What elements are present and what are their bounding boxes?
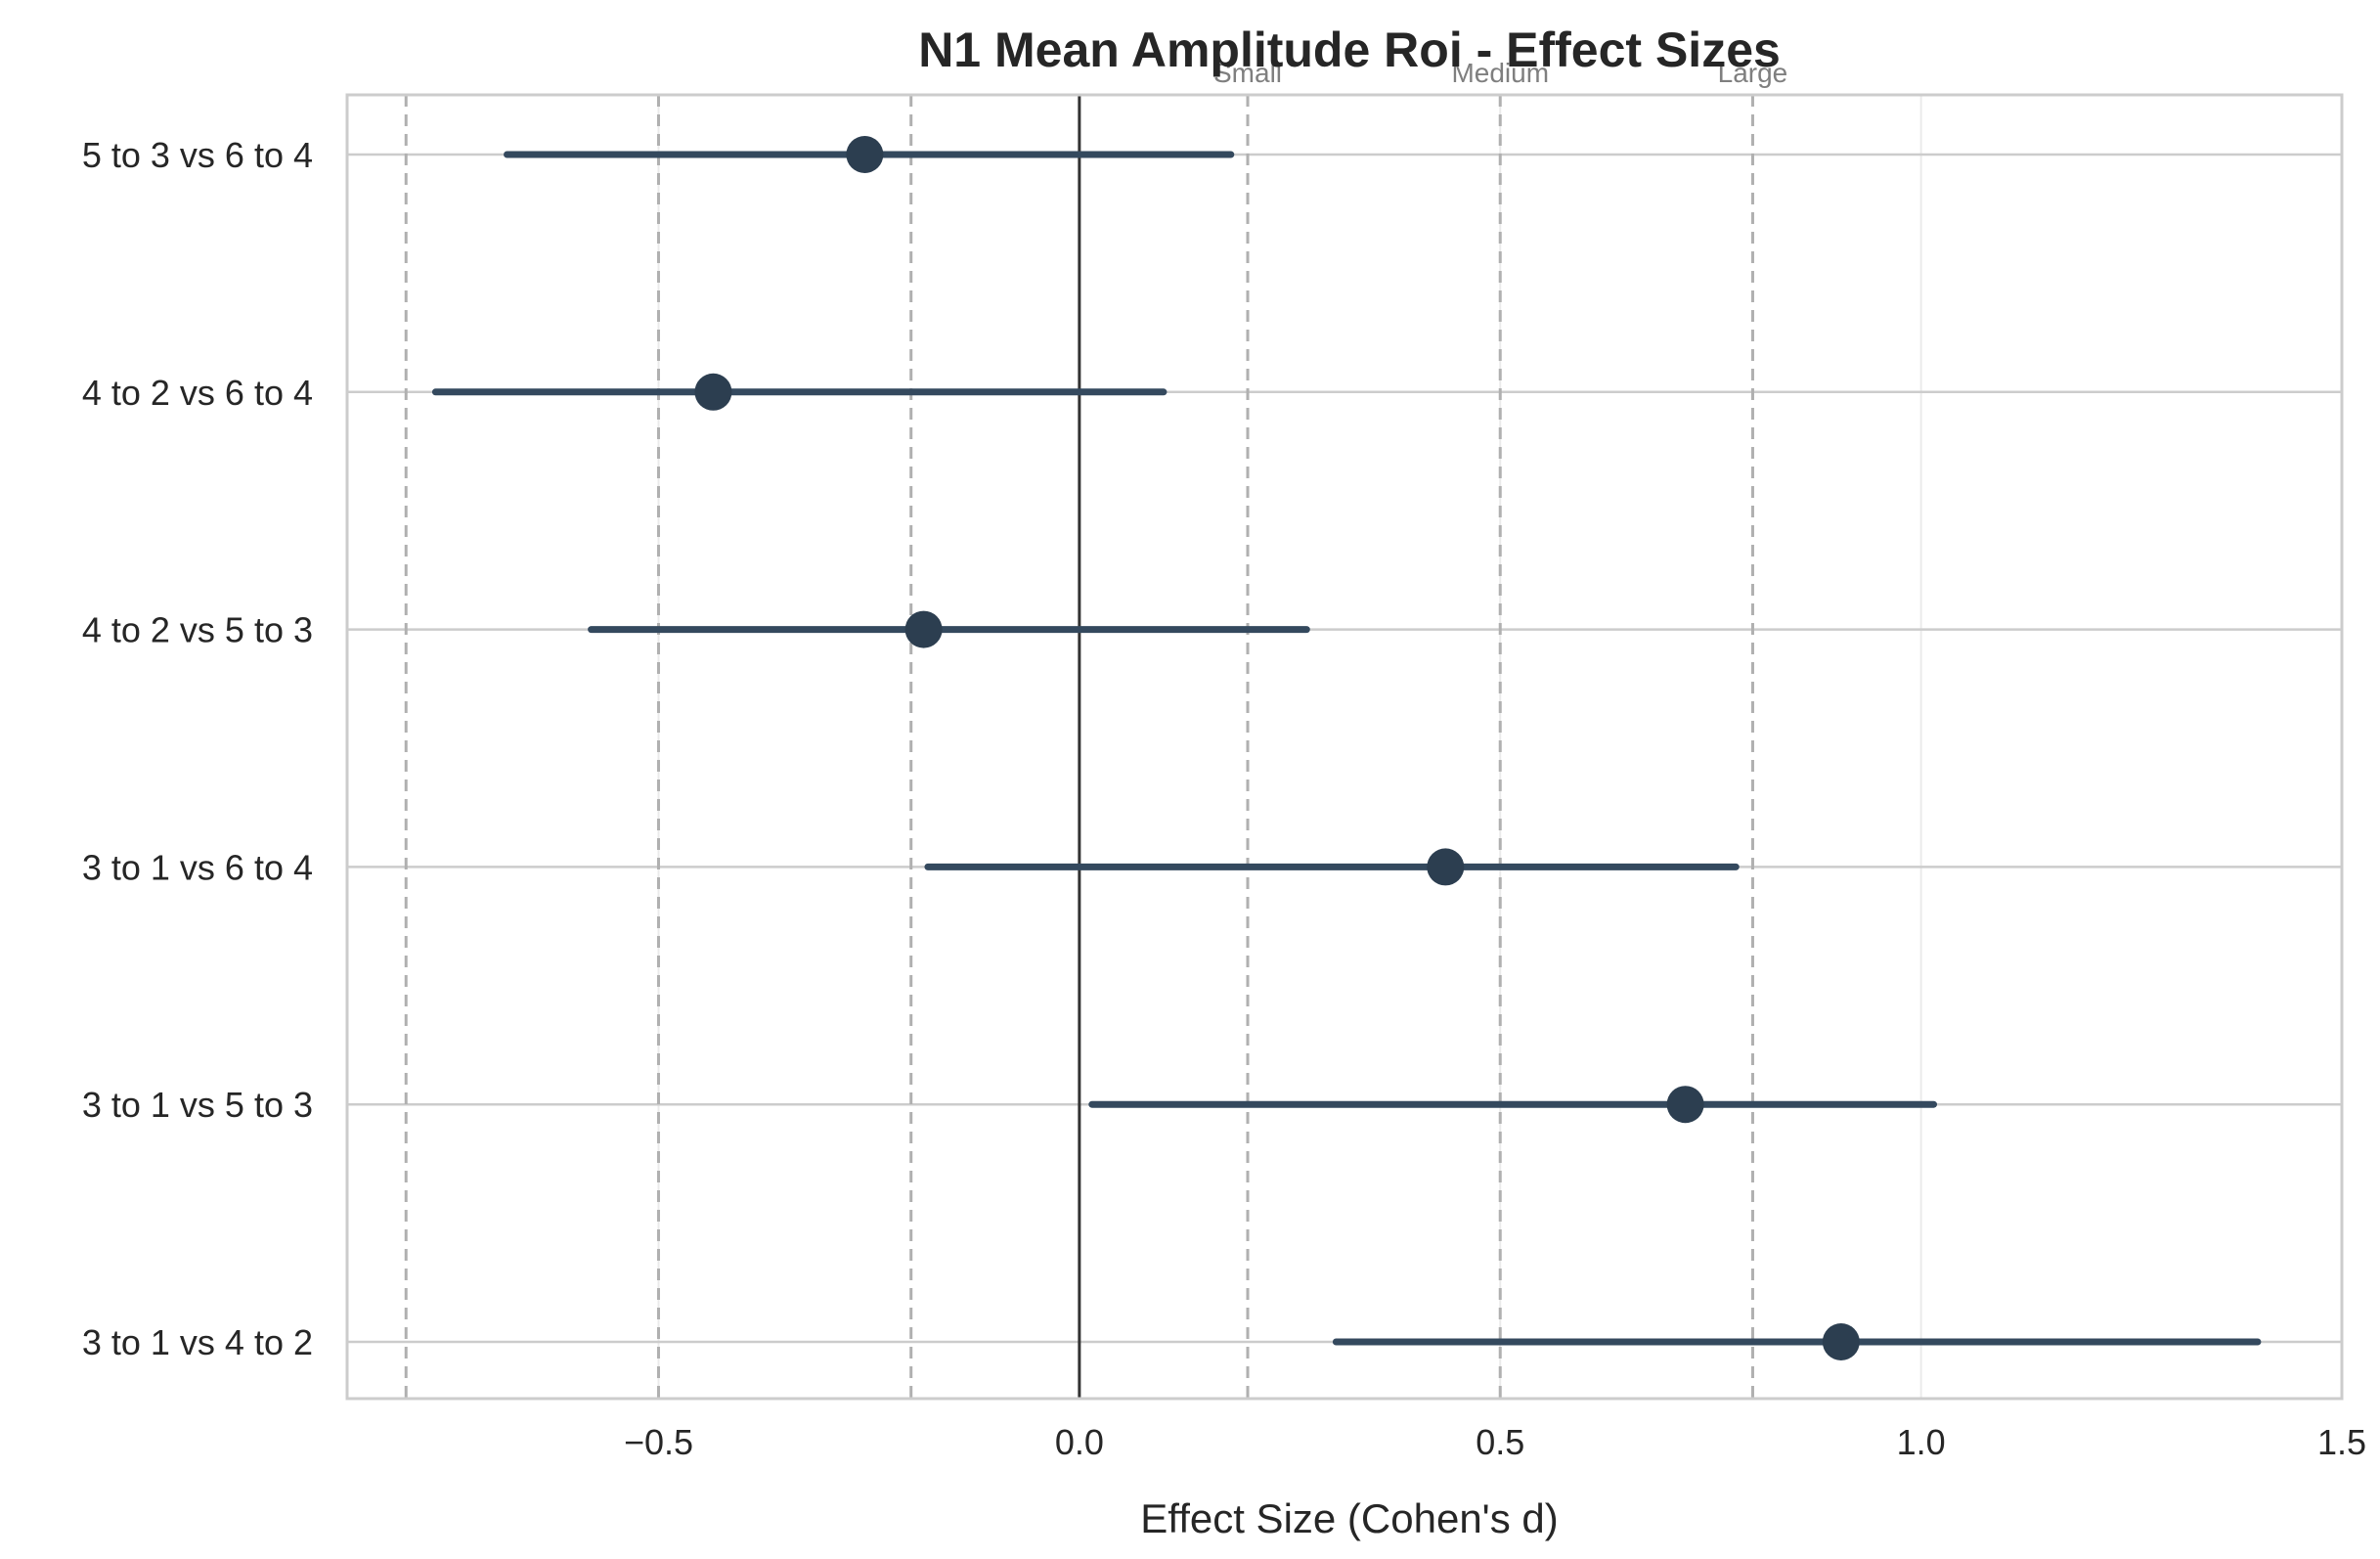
y-tick-label: 4 to 2 vs 5 to 3 (82, 610, 313, 650)
x-tick-label: 1.0 (1897, 1422, 1946, 1462)
effect-point (904, 610, 943, 648)
reference-lines (404, 95, 1754, 1399)
reference-label-large: Large (1718, 58, 1788, 88)
reference-labels: Small Medium Large (1213, 58, 1787, 88)
y-tick-labels: 5 to 3 vs 6 to 4 4 to 2 vs 6 to 4 4 to 2 v… (82, 135, 313, 1362)
y-tick-label: 4 to 2 vs 6 to 4 (82, 373, 313, 413)
y-tick-label: 5 to 3 vs 6 to 4 (82, 135, 313, 175)
confidence-intervals (431, 151, 2262, 1346)
x-tick-label: 1.5 (2317, 1422, 2366, 1462)
x-tick-label: −0.5 (624, 1422, 693, 1462)
y-tick-label: 3 to 1 vs 4 to 2 (82, 1322, 313, 1362)
reference-label-medium: Medium (1451, 58, 1549, 88)
plot-frame (345, 93, 2344, 1401)
effect-point (1822, 1323, 1860, 1360)
reference-label-small: Small (1213, 58, 1282, 88)
effect-point (694, 373, 732, 411)
effect-point (1666, 1086, 1704, 1124)
x-tick-label: 0.5 (1476, 1422, 1524, 1462)
effect-points (694, 136, 1860, 1360)
x-tick-labels: −0.5 0.0 0.5 1.0 1.5 (624, 1422, 2366, 1462)
effect-point (1427, 848, 1465, 886)
x-axis-label: Effect Size (Cohen's d) (1140, 1495, 1558, 1541)
x-tick-label: 0.0 (1055, 1422, 1104, 1462)
chart-title: N1 Mean Amplitude Roi - Effect Sizes (918, 22, 1781, 77)
plot-background (347, 95, 2342, 1399)
effect-point (846, 136, 884, 173)
y-tick-label: 3 to 1 vs 5 to 3 (82, 1085, 313, 1125)
y-tick-label: 3 to 1 vs 6 to 4 (82, 847, 313, 887)
